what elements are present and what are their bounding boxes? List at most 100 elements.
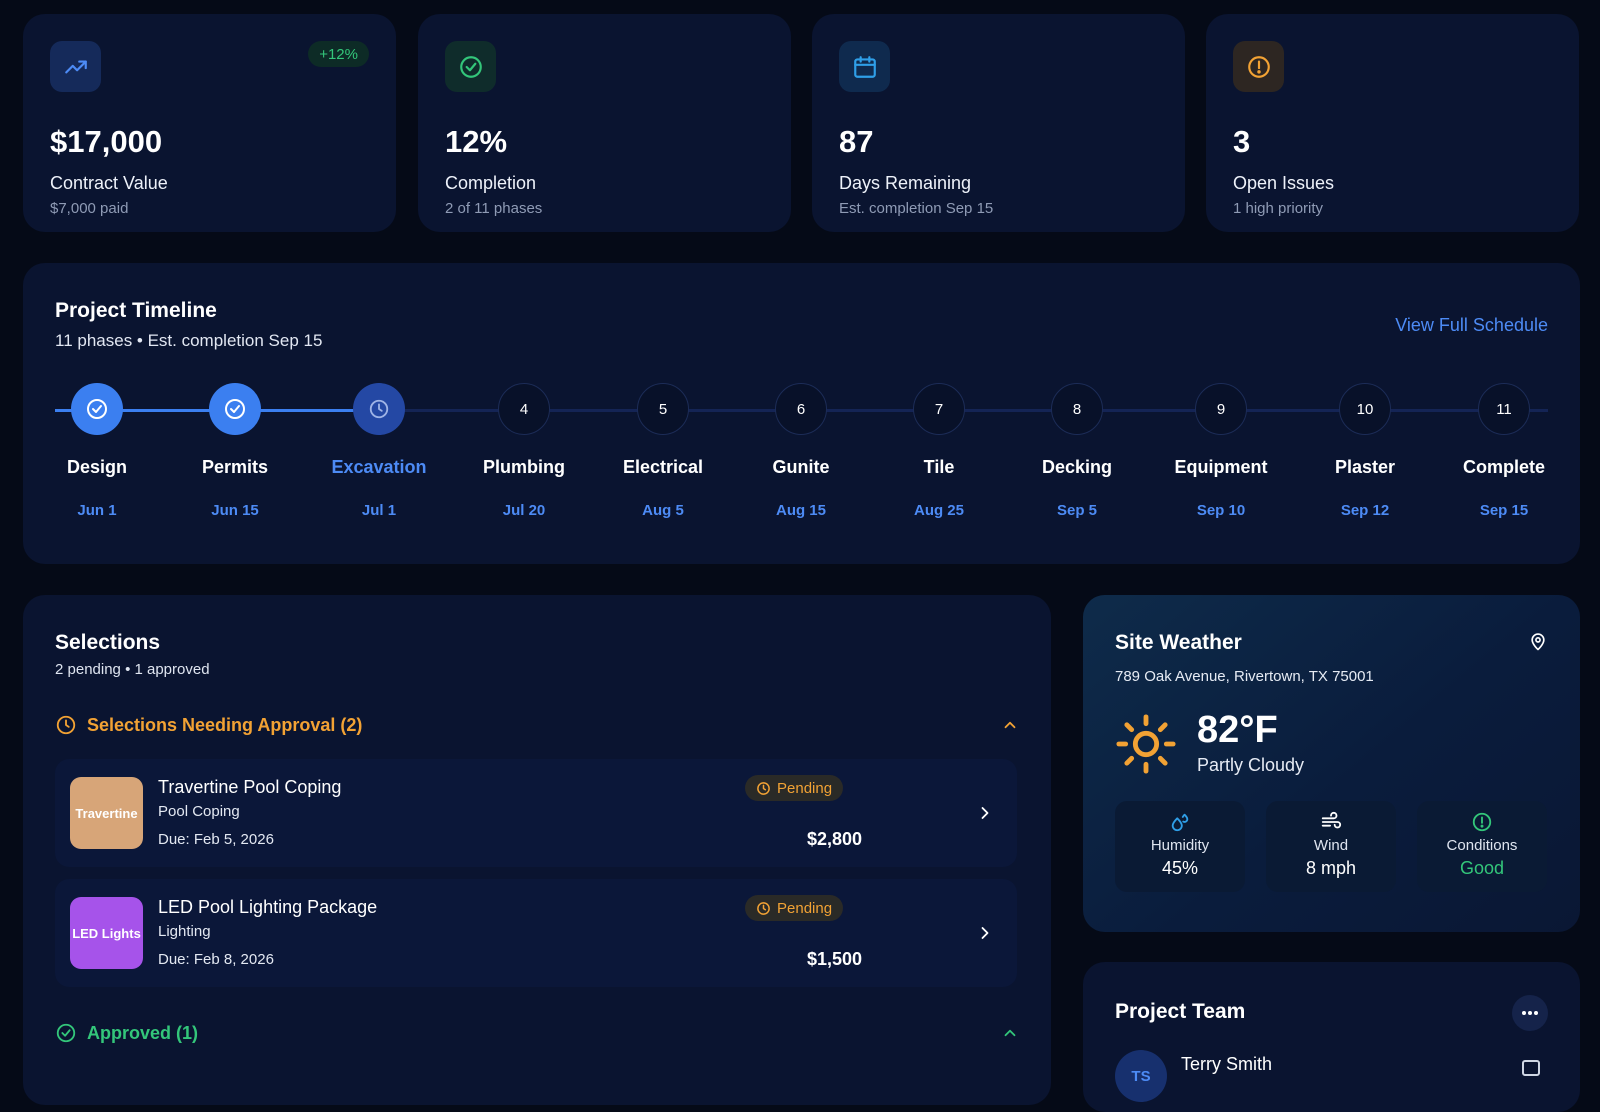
phase-date: Sep 15 xyxy=(1479,502,1529,519)
selections-subtitle: 2 pending • 1 approved xyxy=(55,661,210,678)
selection-thumbnail: Travertine xyxy=(70,777,143,849)
timeline-phase-excavation[interactable]: Excavation Jul 1 xyxy=(314,383,444,519)
message-icon[interactable] xyxy=(1522,1060,1540,1076)
selection-due-date: Due: Feb 5, 2026 xyxy=(158,831,274,848)
droplets-icon xyxy=(1115,811,1245,833)
phase-number: 10 xyxy=(1339,383,1391,435)
weather-description: Partly Cloudy xyxy=(1197,755,1305,775)
calendar-icon xyxy=(839,41,890,92)
phase-name: Equipment xyxy=(1174,457,1268,477)
status-badge: Pending xyxy=(745,895,844,921)
alert-circle-icon xyxy=(1233,41,1284,92)
phase-number: 7 xyxy=(913,383,965,435)
selection-thumbnail: LED Lights xyxy=(70,897,143,969)
selection-price: $2,800 xyxy=(806,829,862,849)
stat-subtext: Est. completion Sep 15 xyxy=(839,200,994,217)
stat-subtext: 2 of 11 phases xyxy=(445,200,543,217)
selection-name: LED Pool Lighting Package xyxy=(158,897,378,917)
trending-up-icon xyxy=(50,41,101,92)
stat-card-days-remaining: 87 Days Remaining Est. completion Sep 15 xyxy=(812,14,1185,232)
chevron-right-icon[interactable] xyxy=(975,923,995,943)
timeline-phase-tile[interactable]: 7 Tile Aug 25 xyxy=(874,383,1004,519)
chevron-right-icon[interactable] xyxy=(975,803,995,823)
timeline-phase-gunite[interactable]: 6 Gunite Aug 15 xyxy=(736,383,866,519)
timeline-title: Project Timeline xyxy=(55,299,217,322)
selection-item-travertine[interactable]: Travertine Travertine Pool Coping Pool C… xyxy=(55,759,1017,867)
timeline-phase-permits[interactable]: Permits Jun 15 xyxy=(170,383,300,519)
stat-value: 3 xyxy=(1233,124,1251,159)
stat-label: Contract Value xyxy=(50,173,168,193)
phase-name: Decking xyxy=(1041,457,1113,477)
site-weather-card: Site Weather 789 Oak Avenue, Rivertown, … xyxy=(1083,595,1580,932)
phase-date: Jul 20 xyxy=(502,502,546,519)
phase-name: Design xyxy=(66,457,127,477)
selection-category: Pool Coping xyxy=(158,803,240,820)
map-pin-icon[interactable] xyxy=(1528,631,1548,653)
site-address: 789 Oak Avenue, Rivertown, TX 75001 xyxy=(1115,668,1374,685)
chevron-up-icon[interactable] xyxy=(1001,1024,1019,1042)
more-options-button[interactable] xyxy=(1512,995,1548,1031)
status-badge: Pending xyxy=(745,775,844,801)
check-circle-icon xyxy=(445,41,496,92)
avatar[interactable]: TS xyxy=(1115,1050,1167,1102)
timeline-phase-plumbing[interactable]: 4 Plumbing Jul 20 xyxy=(459,383,589,519)
phase-date: Jun 1 xyxy=(77,502,117,519)
timeline-phase-design[interactable]: Design Jun 1 xyxy=(32,383,162,519)
team-title: Project Team xyxy=(1115,1000,1246,1023)
timeline-phase-decking[interactable]: 8 Decking Sep 5 xyxy=(1012,383,1142,519)
approved-section-header[interactable]: Approved (1) xyxy=(55,1018,1019,1048)
growth-badge: +12% xyxy=(308,41,369,67)
phase-name: Permits xyxy=(201,457,269,477)
stat-card-completion: 12% Completion 2 of 11 phases xyxy=(418,14,791,232)
phase-date: Jun 15 xyxy=(211,502,259,519)
weather-title: Site Weather xyxy=(1115,631,1242,654)
stat-card-open-issues: 3 Open Issues 1 high priority xyxy=(1206,14,1579,232)
chevron-up-icon[interactable] xyxy=(1001,716,1019,734)
phase-name: Excavation xyxy=(331,457,427,477)
timeline-phase-complete[interactable]: 11 Complete Sep 15 xyxy=(1439,383,1569,519)
timeline-phase-equipment[interactable]: 9 Equipment Sep 10 xyxy=(1156,383,1286,519)
phase-number: 9 xyxy=(1195,383,1247,435)
selection-price: $1,500 xyxy=(806,949,862,969)
selection-item-led-lights[interactable]: LED Lights LED Pool Lighting Package Lig… xyxy=(55,879,1017,987)
phase-number: 4 xyxy=(498,383,550,435)
clock-icon xyxy=(55,714,77,736)
phase-date: Aug 15 xyxy=(775,502,826,519)
sun-icon xyxy=(1115,713,1177,775)
wind-value: 8 mph xyxy=(1305,858,1357,878)
conditions-box: Conditions Good xyxy=(1417,801,1547,892)
alert-circle-icon xyxy=(1417,811,1547,833)
status-label: Pending xyxy=(777,779,833,797)
phase-name: Plaster xyxy=(1334,457,1396,477)
selection-category: Lighting xyxy=(158,923,211,940)
more-horizontal-icon xyxy=(1522,1011,1538,1015)
clock-icon xyxy=(757,781,770,795)
temperature: 82°F xyxy=(1197,709,1278,751)
timeline-phase-plaster[interactable]: 10 Plaster Sep 12 xyxy=(1300,383,1430,519)
timeline-subtitle: 11 phases • Est. completion Sep 15 xyxy=(55,331,323,350)
humidity-label: Humidity xyxy=(1150,837,1210,854)
project-timeline-card: Project Timeline 11 phases • Est. comple… xyxy=(23,263,1580,564)
stat-subtext: 1 high priority xyxy=(1233,200,1324,217)
stat-subtext: $7,000 paid xyxy=(50,200,129,217)
phase-number: 8 xyxy=(1051,383,1103,435)
stat-label: Completion xyxy=(445,173,537,193)
timeline-phase-electrical[interactable]: 5 Electrical Aug 5 xyxy=(598,383,728,519)
project-team-card: Project Team TS Terry Smith xyxy=(1083,962,1580,1112)
phase-name: Electrical xyxy=(622,457,704,477)
phase-number: 6 xyxy=(775,383,827,435)
phase-number: 11 xyxy=(1478,383,1530,435)
conditions-value: Good xyxy=(1459,858,1505,878)
pending-section-title: Selections Needing Approval (2) xyxy=(87,714,363,735)
view-full-schedule-link[interactable]: View Full Schedule xyxy=(1395,315,1548,335)
approved-section-title: Approved (1) xyxy=(87,1022,199,1043)
phase-date: Jul 1 xyxy=(361,502,397,519)
pending-section-header[interactable]: Selections Needing Approval (2) xyxy=(55,710,1019,740)
phase-number: 5 xyxy=(637,383,689,435)
stat-label: Open Issues xyxy=(1233,173,1335,193)
check-icon xyxy=(71,383,123,435)
selection-due-date: Due: Feb 8, 2026 xyxy=(158,951,274,968)
phase-name: Tile xyxy=(923,457,955,477)
selection-name: Travertine Pool Coping xyxy=(158,777,342,797)
stat-value: 87 xyxy=(839,124,874,159)
